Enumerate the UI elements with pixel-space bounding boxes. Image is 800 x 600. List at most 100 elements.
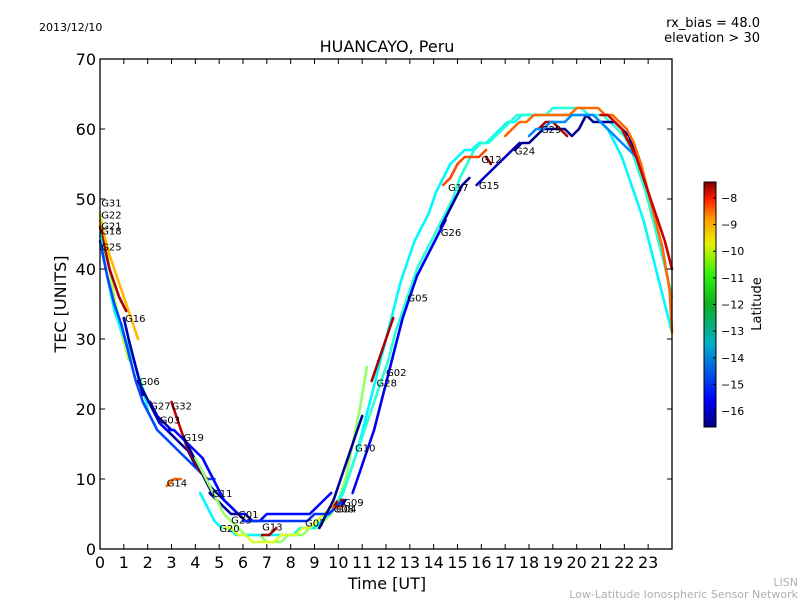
x-tick-label: 12 — [376, 553, 396, 572]
prn-label: G29 — [541, 125, 561, 136]
prn-label: G22 — [101, 210, 121, 221]
y-tick-label: 60 — [76, 120, 96, 139]
series-line-g27 — [148, 400, 173, 432]
x-tick-label: 1 — [119, 553, 129, 572]
series-line-g23 — [198, 113, 674, 537]
series-line-g10 — [317, 414, 364, 530]
x-axis: 0 1 2 3 4 5 6 7 8 9 10 11 12 13 14 15 16 17 18 19 20 21 22 23 — [95, 59, 658, 572]
prn-label: G03 — [160, 416, 180, 427]
x-tick-label: 9 — [309, 553, 319, 572]
y-tick-label: 40 — [76, 260, 96, 279]
prn-label: G15 — [479, 181, 499, 192]
y-tick-label: 20 — [76, 400, 96, 419]
colorbar-ticks: −8 −9 −10 −11 −12 −13 −14 −15 −16 — [713, 192, 744, 418]
x-tick-label: 0 — [95, 553, 105, 572]
x-tick-label: 15 — [447, 553, 467, 572]
colorbar-tick-label: −16 — [721, 405, 744, 418]
x-tick-label: 20 — [566, 553, 586, 572]
x-tick-label: 21 — [590, 553, 610, 572]
prn-label: G12 — [481, 155, 501, 166]
series-line-g34 — [599, 113, 674, 271]
prn-label: G19 — [183, 433, 203, 444]
rx-bias-label: rx_bias = 48.0 — [666, 16, 760, 31]
x-tick-label: 23 — [638, 553, 658, 572]
x-tick-label: 18 — [519, 553, 539, 572]
credit-long: Low-Latitude Ionospheric Sensor Network — [569, 588, 798, 600]
colorbar-tick-label: −12 — [721, 299, 744, 312]
x-tick-label: 14 — [423, 553, 443, 572]
x-tick-label: 22 — [614, 553, 634, 572]
prn-label: G26 — [441, 228, 461, 239]
colorbar-tick-label: −15 — [721, 378, 744, 391]
x-tick-label: 5 — [214, 553, 224, 572]
y-tick-label: 0 — [86, 540, 96, 559]
plot-frame — [99, 58, 673, 550]
colorbar-tick-label: −8 — [721, 192, 737, 205]
series-line-g14 — [165, 477, 183, 488]
x-tick-label: 7 — [262, 553, 272, 572]
date-label: 2013/12/10 — [39, 21, 102, 34]
x-axis-label: Time [UT] — [347, 574, 426, 593]
prn-label: G01 — [238, 510, 258, 521]
series-line-g05 — [351, 218, 447, 495]
x-tick-label: 2 — [143, 553, 153, 572]
prn-label: G21 — [101, 222, 121, 233]
series-line-g22 — [98, 218, 140, 341]
prn-label: G13 — [262, 523, 282, 534]
prn-label: G09 — [343, 498, 363, 509]
series-line-g28 — [370, 316, 395, 383]
x-tick-label: 16 — [471, 553, 491, 572]
prn-label: G04 — [336, 504, 356, 515]
prn-label: G10 — [355, 444, 375, 455]
series-line-g21 — [98, 225, 128, 313]
prn-label: G18 — [101, 227, 121, 238]
series-line-g13 — [260, 526, 278, 537]
prn-label: G14 — [167, 479, 187, 490]
prn-label: G08 — [334, 504, 354, 515]
prn-label: G24 — [515, 147, 535, 158]
series-line-g12 — [484, 155, 493, 166]
y-axis-label: TEC [UNITS] — [51, 256, 70, 354]
series-line-g33 — [527, 113, 638, 159]
x-tick-label: 10 — [328, 553, 348, 572]
colorbar-tick-label: −13 — [721, 325, 744, 338]
series-layer — [98, 106, 674, 544]
prn-label: G25 — [101, 243, 121, 254]
prn-label: G05 — [407, 294, 427, 305]
x-tick-label: 17 — [495, 553, 515, 572]
x-tick-label: 11 — [352, 553, 372, 572]
y-tick-label: 10 — [76, 470, 96, 489]
y-tick-label: 30 — [76, 330, 96, 349]
series-line-g20 — [222, 498, 340, 544]
chart-title: HUANCAYO, Peru — [320, 37, 455, 56]
prn-label: G16 — [125, 314, 145, 325]
x-tick-label: 13 — [400, 553, 420, 572]
colorbar-tick-label: −14 — [721, 352, 744, 365]
colorbar-tick-label: −10 — [721, 245, 744, 258]
prn-label: G02 — [386, 368, 406, 379]
prn-label: G23 — [231, 516, 251, 527]
y-tick-label: 70 — [76, 50, 96, 69]
y-axis: 0 10 20 30 40 50 60 70 — [76, 50, 672, 559]
prn-label: G06 — [139, 377, 159, 388]
colorbar-label: Latitude — [750, 277, 765, 331]
x-tick-label: 3 — [166, 553, 176, 572]
prn-label: G17 — [448, 183, 468, 194]
y-tick-label: 50 — [76, 190, 96, 209]
colorbar-tick-label: −9 — [721, 219, 737, 232]
series-line-g01 — [194, 365, 369, 544]
series-line-g15 — [475, 141, 521, 187]
colorbar-tick-label: −11 — [721, 272, 744, 285]
prn-label: G11 — [212, 489, 232, 500]
series-line-g02 — [336, 106, 674, 502]
prn-label: G07 — [305, 518, 325, 529]
prn-label: G32 — [172, 402, 192, 413]
prn-label: G20 — [219, 524, 239, 535]
prn-label: G27 — [150, 402, 170, 413]
prn-label: G31 — [101, 199, 121, 210]
elevation-label: elevation > 30 — [664, 31, 760, 46]
series-line-g26 — [439, 176, 471, 229]
x-tick-label: 19 — [543, 553, 563, 572]
